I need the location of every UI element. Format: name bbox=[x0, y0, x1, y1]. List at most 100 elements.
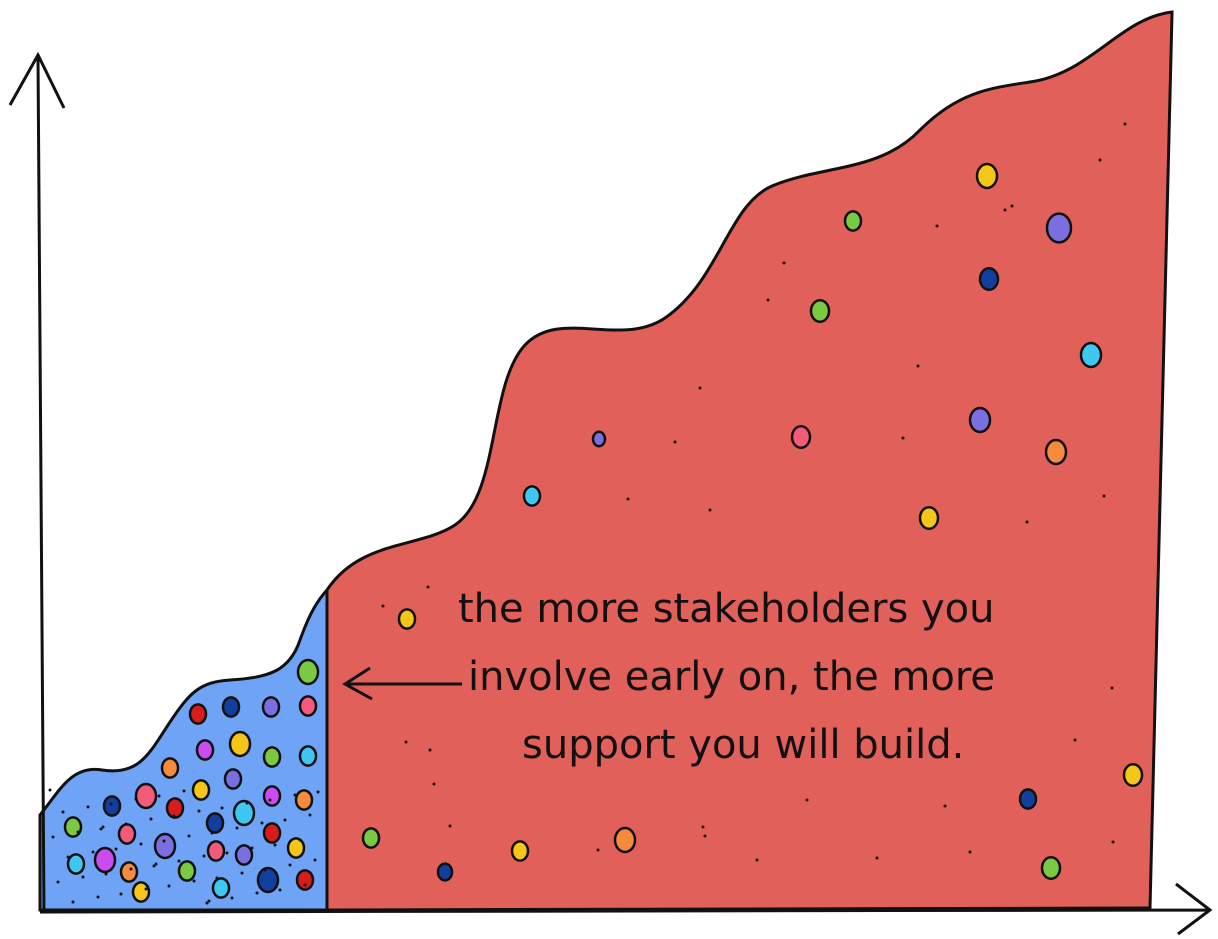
speck bbox=[596, 848, 600, 852]
speck bbox=[805, 798, 809, 802]
dot bbox=[206, 840, 226, 862]
speck bbox=[91, 850, 95, 854]
speck bbox=[230, 896, 234, 900]
dot bbox=[1045, 212, 1073, 244]
dot bbox=[1122, 762, 1144, 788]
speck bbox=[708, 508, 712, 512]
speck bbox=[192, 879, 196, 883]
dot bbox=[397, 608, 417, 630]
speck bbox=[56, 880, 60, 884]
speck bbox=[316, 790, 320, 794]
speck bbox=[766, 298, 770, 302]
speck bbox=[187, 834, 191, 838]
y-axis bbox=[8, 51, 66, 913]
dot bbox=[262, 822, 282, 844]
speck bbox=[134, 797, 138, 801]
speck bbox=[1110, 686, 1114, 690]
speck bbox=[109, 802, 113, 806]
speck bbox=[255, 891, 259, 895]
speck bbox=[1025, 520, 1029, 524]
dot bbox=[968, 406, 992, 434]
dot bbox=[294, 789, 314, 811]
speck bbox=[901, 436, 905, 440]
speck bbox=[250, 846, 254, 850]
speck bbox=[298, 838, 302, 842]
speck bbox=[935, 224, 939, 228]
dot bbox=[188, 703, 208, 725]
speck bbox=[61, 810, 65, 814]
dot bbox=[1079, 341, 1103, 369]
speck bbox=[101, 825, 105, 829]
support-area bbox=[325, 10, 1174, 912]
dot bbox=[1040, 855, 1062, 881]
speck bbox=[381, 604, 385, 608]
speck bbox=[215, 876, 219, 880]
dot bbox=[153, 832, 177, 860]
dot bbox=[131, 881, 151, 903]
speck bbox=[448, 824, 452, 828]
dot bbox=[436, 862, 454, 882]
annotation-line: the more stakeholders you bbox=[458, 586, 995, 632]
dot bbox=[262, 746, 282, 768]
speck bbox=[1111, 840, 1115, 844]
speck bbox=[86, 805, 90, 809]
dot bbox=[296, 658, 320, 686]
speck bbox=[968, 850, 972, 854]
speck bbox=[144, 887, 148, 891]
dot bbox=[119, 861, 139, 883]
speck bbox=[1073, 738, 1077, 742]
speck bbox=[207, 899, 211, 903]
speck bbox=[48, 788, 52, 792]
dot bbox=[261, 696, 281, 718]
speck bbox=[149, 817, 153, 821]
speck bbox=[943, 804, 947, 808]
dot bbox=[221, 696, 241, 718]
dot bbox=[66, 853, 86, 875]
dot bbox=[1044, 438, 1068, 466]
speck bbox=[426, 585, 430, 589]
dot bbox=[63, 816, 83, 838]
dot bbox=[117, 823, 137, 845]
speck bbox=[273, 843, 277, 847]
speck bbox=[782, 261, 786, 265]
dot bbox=[191, 779, 211, 801]
speck bbox=[182, 789, 186, 793]
speck bbox=[152, 864, 156, 868]
speck bbox=[260, 821, 264, 825]
dot bbox=[211, 877, 231, 899]
speck bbox=[916, 364, 920, 368]
speck bbox=[96, 895, 100, 899]
dot bbox=[160, 757, 180, 779]
speck bbox=[71, 900, 75, 904]
speck bbox=[210, 831, 214, 835]
dot bbox=[361, 827, 381, 849]
speck bbox=[703, 834, 707, 838]
annotation-line: support you will build. bbox=[522, 722, 964, 768]
dot bbox=[102, 795, 122, 817]
speck bbox=[129, 867, 133, 871]
dots bbox=[48, 122, 1144, 905]
dot bbox=[195, 739, 215, 761]
speck bbox=[202, 854, 206, 858]
speck bbox=[428, 748, 432, 752]
speck bbox=[308, 813, 312, 817]
dot bbox=[177, 860, 197, 882]
speck bbox=[114, 847, 118, 851]
speck bbox=[220, 806, 224, 810]
dot bbox=[286, 837, 306, 859]
speck bbox=[76, 830, 80, 834]
speck bbox=[698, 386, 702, 390]
speck bbox=[66, 855, 70, 859]
dot bbox=[165, 797, 185, 819]
dot bbox=[510, 840, 530, 862]
speck bbox=[119, 892, 123, 896]
dot bbox=[591, 430, 607, 448]
dot bbox=[843, 210, 863, 232]
speck bbox=[432, 782, 436, 786]
speck bbox=[157, 794, 161, 798]
annotation-line: involve early on, the more bbox=[468, 654, 995, 700]
speck bbox=[283, 818, 287, 822]
dot bbox=[522, 485, 542, 507]
speck bbox=[177, 859, 181, 863]
speck bbox=[235, 826, 239, 830]
